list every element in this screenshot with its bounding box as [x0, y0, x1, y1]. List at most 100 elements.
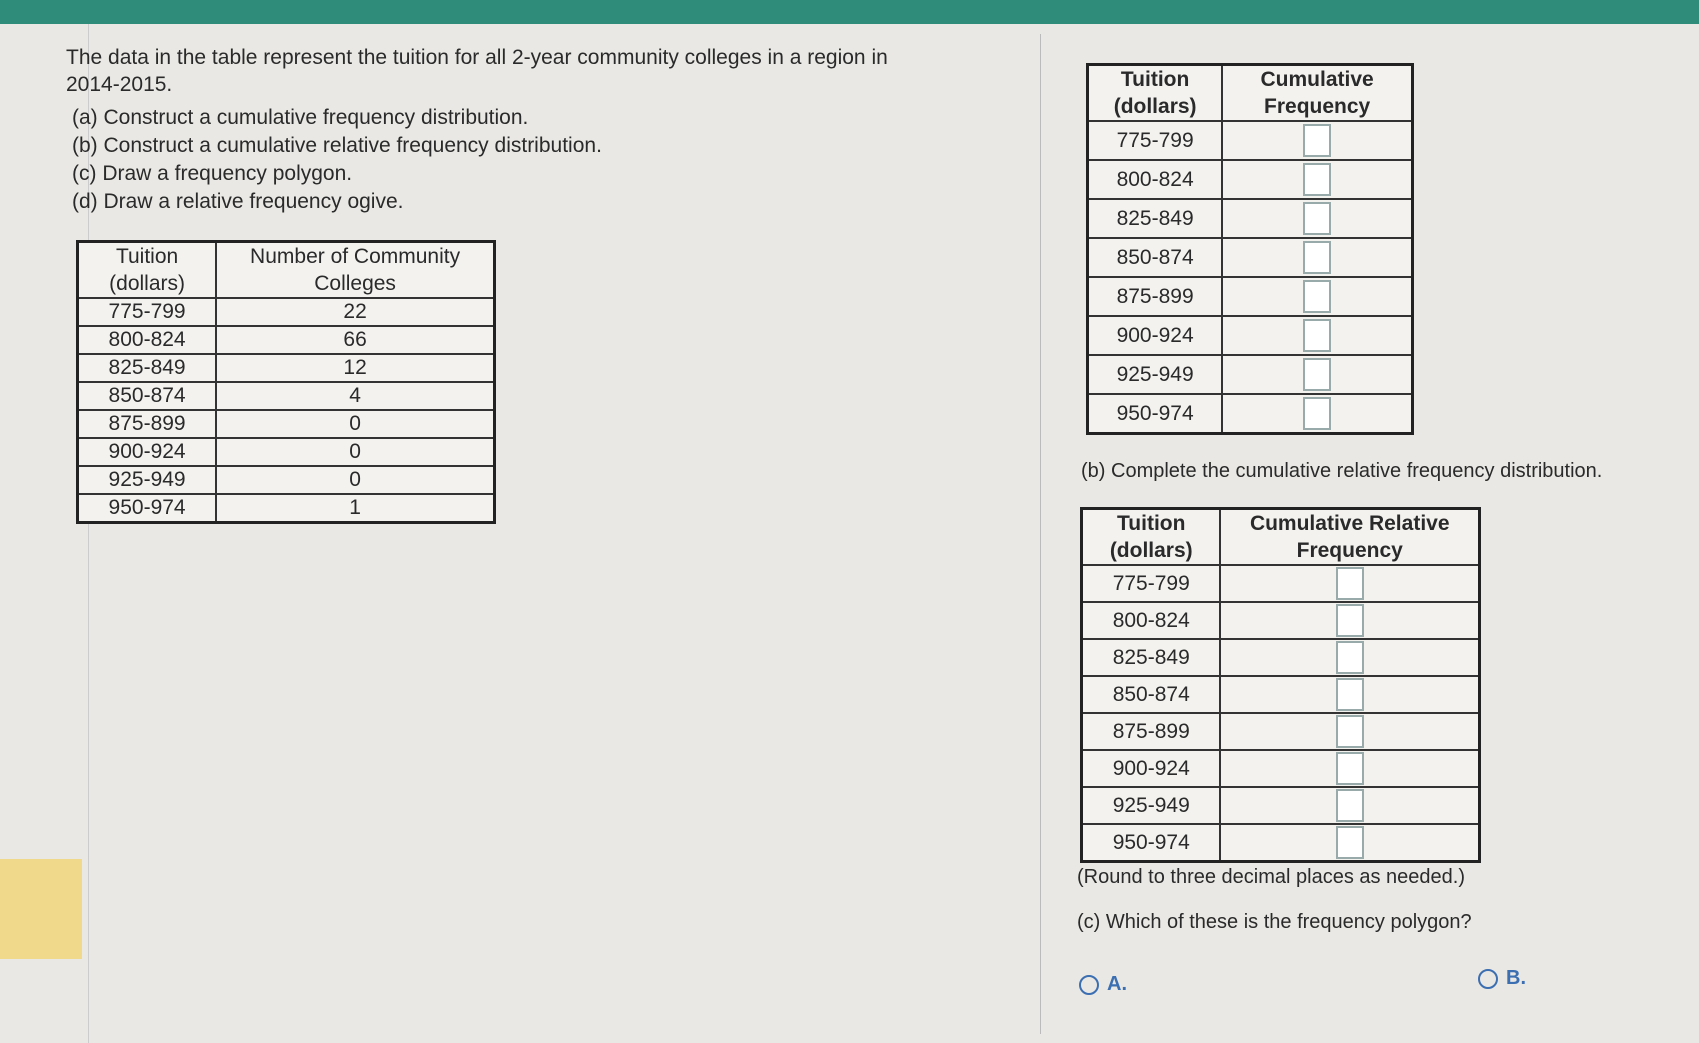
answer-input[interactable]	[1335, 826, 1364, 859]
count-cell: 0	[215, 465, 496, 495]
divider	[1040, 34, 1041, 1034]
crf-table: Tuition (dollars) Cumulative Relative Fre…	[1080, 507, 1481, 863]
tuition-cell: 950-974	[76, 493, 218, 524]
tuition-cell: 825-849	[1080, 638, 1222, 677]
option-b[interactable]: B.	[1478, 967, 1526, 990]
tuition-cell: 825-849	[76, 353, 218, 383]
tuition-cell: 800-824	[1080, 601, 1222, 640]
tuition-cell: 875-899	[1086, 276, 1224, 317]
header-row: Tuition (dollars) Cumulative Frequency	[1086, 63, 1414, 122]
answer-input[interactable]	[1303, 124, 1332, 157]
table-row: 825-849	[1080, 638, 1481, 677]
question-part: (c) Draw a frequency polygon.	[72, 162, 353, 185]
round-note: (Round to three decimal places as needed…	[1077, 866, 1466, 888]
input-cell	[1221, 354, 1414, 395]
column-header: Number of Community Colleges	[215, 240, 496, 299]
answer-input[interactable]	[1335, 752, 1364, 785]
input-cell	[1221, 237, 1414, 278]
tuition-cell: 925-949	[1080, 786, 1222, 825]
input-cell	[1221, 198, 1414, 239]
tuition-cell: 850-874	[1086, 237, 1224, 278]
tuition-cell: 925-949	[76, 465, 218, 495]
count-cell: 0	[215, 437, 496, 467]
answer-input[interactable]	[1303, 280, 1332, 313]
answer-input[interactable]	[1303, 397, 1332, 430]
input-cell	[1221, 315, 1414, 356]
tuition-cell: 900-924	[1086, 315, 1224, 356]
tuition-cell: 900-924	[76, 437, 218, 467]
table-row: 950-974	[1086, 393, 1414, 435]
part-b-prompt: (b) Complete the cumulative relative fre…	[1081, 460, 1603, 482]
input-cell	[1219, 564, 1481, 603]
count-cell: 0	[215, 409, 496, 439]
column-header: Tuition (dollars)	[1080, 507, 1222, 566]
answer-input[interactable]	[1303, 319, 1332, 352]
tuition-cell: 800-824	[76, 325, 218, 355]
data-table: Tuition (dollars) Number of Community Col…	[76, 240, 496, 524]
count-cell: 12	[215, 353, 496, 383]
header-row: Tuition (dollars) Number of Community Col…	[76, 240, 496, 299]
table-row: 775-799	[1080, 564, 1481, 603]
column-header: Cumulative Frequency	[1221, 63, 1414, 122]
answer-input[interactable]	[1335, 789, 1364, 822]
table-row: 950-974 1	[76, 493, 496, 524]
answer-input[interactable]	[1303, 163, 1332, 196]
part-c-prompt: (c) Which of these is the frequency poly…	[1077, 911, 1472, 933]
table-row: 800-824	[1086, 159, 1414, 200]
question-part: (a) Construct a cumulative frequency dis…	[72, 106, 529, 129]
answer-input[interactable]	[1335, 567, 1364, 600]
input-cell	[1221, 276, 1414, 317]
table-row: 900-924	[1086, 315, 1414, 356]
option-a[interactable]: A.	[1079, 973, 1127, 996]
table-row: 875-899	[1080, 712, 1481, 751]
input-cell	[1219, 823, 1481, 863]
tuition-cell: 850-874	[76, 381, 218, 411]
tuition-cell: 875-899	[1080, 712, 1222, 751]
table-row: 850-874 4	[76, 381, 496, 411]
radio[interactable]	[1478, 968, 1498, 989]
tuition-cell: 925-949	[1086, 354, 1224, 395]
count-cell: 4	[215, 381, 496, 411]
table-row: 875-899	[1086, 276, 1414, 317]
table-row: 950-974	[1080, 823, 1481, 863]
tuition-cell: 850-874	[1080, 675, 1222, 714]
answer-input[interactable]	[1335, 641, 1364, 674]
answer-input[interactable]	[1335, 715, 1364, 748]
tuition-cell: 775-799	[76, 297, 218, 327]
answer-input[interactable]	[1335, 678, 1364, 711]
table-row: 925-949	[1080, 786, 1481, 825]
column-header: Tuition (dollars)	[76, 240, 218, 299]
header-row: Tuition (dollars) Cumulative Relative Fre…	[1080, 507, 1481, 566]
input-cell	[1219, 601, 1481, 640]
answer-input[interactable]	[1335, 604, 1364, 637]
top-bar	[0, 0, 1699, 24]
tuition-cell: 775-799	[1086, 120, 1224, 161]
intro: The data in the table represent the tuit…	[66, 46, 888, 96]
option-label: A.	[1107, 973, 1127, 995]
tuition-cell: 800-824	[1086, 159, 1224, 200]
input-cell	[1219, 749, 1481, 788]
side-tab[interactable]	[0, 859, 82, 959]
answer-input[interactable]	[1303, 358, 1332, 391]
table-row: 925-949 0	[76, 465, 496, 495]
table-row: 800-824 66	[76, 325, 496, 355]
input-cell	[1219, 712, 1481, 751]
question-part: (d) Draw a relative frequency ogive.	[72, 190, 404, 213]
table-row: 850-874	[1086, 237, 1414, 278]
count-cell: 66	[215, 325, 496, 355]
tuition-cell: 950-974	[1086, 393, 1224, 435]
table-row: 850-874	[1080, 675, 1481, 714]
input-cell	[1221, 159, 1414, 200]
table-row: 900-924 0	[76, 437, 496, 467]
option-label: B.	[1506, 967, 1526, 989]
table-row: 825-849 12	[76, 353, 496, 383]
radio[interactable]	[1079, 974, 1099, 995]
tuition-cell: 875-899	[76, 409, 218, 439]
question: The data in the table represent the tuit…	[66, 44, 906, 216]
tuition-cell: 825-849	[1086, 198, 1224, 239]
answer-input[interactable]	[1303, 202, 1332, 235]
column-header: Cumulative Relative Frequency	[1219, 507, 1481, 566]
tuition-cell: 775-799	[1080, 564, 1222, 603]
answer-input[interactable]	[1303, 241, 1332, 274]
